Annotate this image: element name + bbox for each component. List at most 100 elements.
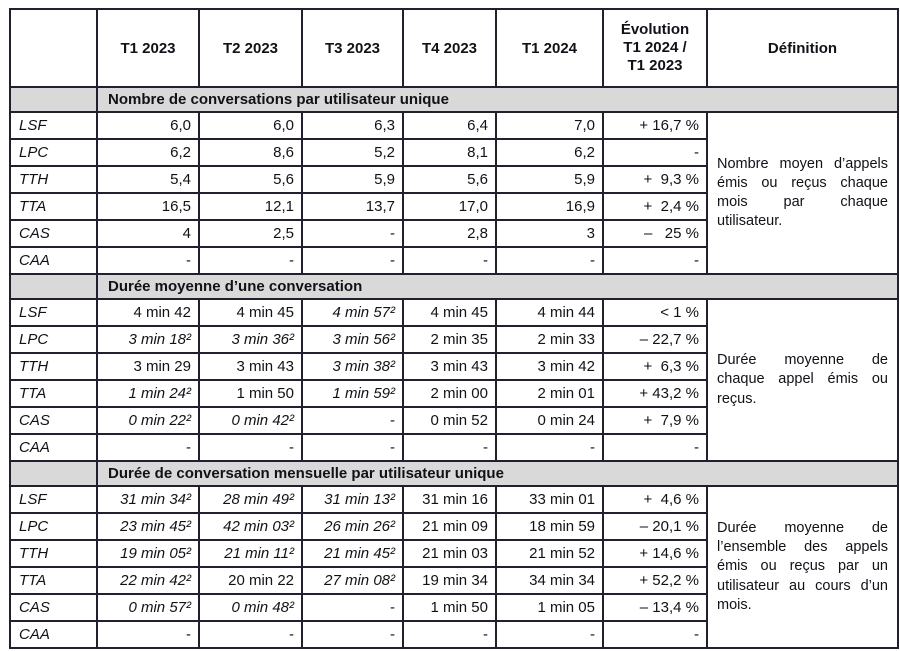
value-cell: - bbox=[198, 620, 303, 649]
value-cell: 5,9 bbox=[301, 165, 404, 194]
table-body: Nombre de conversations par utilisateur … bbox=[9, 86, 899, 649]
value-cell: - bbox=[402, 620, 497, 649]
col-header-evolution: Évolution T1 2024 / T1 2023 bbox=[602, 8, 708, 88]
evolution-cell: + 52,2 % bbox=[602, 566, 708, 595]
header-row: T1 2023 T2 2023 T3 2023 T4 2023 T1 2024 … bbox=[9, 8, 899, 88]
value-cell: 0 min 52 bbox=[402, 406, 497, 435]
value-cell: 3 min 43 bbox=[402, 352, 497, 381]
value-cell: 4 min 45 bbox=[198, 298, 303, 327]
corner-cell bbox=[9, 8, 98, 88]
value-cell: - bbox=[301, 219, 404, 248]
evolution-cell: - bbox=[602, 620, 708, 649]
value-cell: 2 min 00 bbox=[402, 379, 497, 408]
table-row: LSF 6,0 6,0 6,3 6,4 7,0 + 16,7 % Nombre moyen d… bbox=[9, 111, 899, 275]
value-cell: 8,6 bbox=[198, 138, 303, 167]
value-cell: 2 min 01 bbox=[495, 379, 604, 408]
table-row: LPC 3 min 18² 3 min 36² 3 min 56² 2 min 35 2 … bbox=[9, 325, 898, 354]
value-cell: - bbox=[198, 246, 303, 275]
evolution-cell: + 2,4 % bbox=[602, 192, 708, 221]
row-label: TTH bbox=[9, 165, 98, 194]
col-header-t1-2023: T1 2023 bbox=[96, 8, 200, 88]
row-label: LPC bbox=[9, 325, 98, 354]
value-cell: 2 min 33 bbox=[495, 325, 604, 354]
value-cell: 3 min 18² bbox=[96, 325, 200, 354]
table-row: LSF 31 min 34² 28 min 49² 31 min 13² 31 min … bbox=[9, 485, 899, 649]
evolution-cell: < 1 % bbox=[602, 298, 708, 327]
evolution-cell: + 7,9 % bbox=[602, 406, 708, 435]
value-cell: - bbox=[301, 593, 404, 622]
value-cell: 27 min 08² bbox=[301, 566, 404, 595]
value-cell: 4 min 57² bbox=[301, 298, 404, 327]
evolution-cell: + 4,6 % bbox=[602, 485, 708, 514]
value-cell: 2 min 35 bbox=[402, 325, 497, 354]
evolution-cell: - bbox=[602, 433, 708, 462]
row-label: CAS bbox=[9, 219, 98, 248]
row-label: TTA bbox=[9, 566, 98, 595]
table-row: CAS 4 2,5-2,8 3– 25 % bbox=[9, 219, 898, 248]
evolution-cell: + 14,6 % bbox=[602, 539, 708, 568]
value-cell: 16,9 bbox=[495, 192, 604, 221]
row-label: CAA bbox=[9, 620, 98, 649]
value-cell: - bbox=[301, 246, 404, 275]
row-label: TTH bbox=[9, 352, 98, 381]
value-cell: 1 min 05 bbox=[495, 593, 604, 622]
value-cell: - bbox=[96, 433, 200, 462]
value-cell: 6,0 bbox=[198, 111, 303, 140]
value-cell: 31 min 13² bbox=[301, 485, 404, 514]
value-cell: 23 min 45² bbox=[96, 512, 200, 541]
value-cell: 5,2 bbox=[301, 138, 404, 167]
value-cell: 1 min 50 bbox=[402, 593, 497, 622]
row-label: CAS bbox=[9, 406, 98, 435]
row-label: TTA bbox=[9, 192, 98, 221]
table-row: LSF 4 min 42 4 min 45 4 min 57² 4 min 45 4 mi… bbox=[9, 298, 899, 462]
col-header-t2-2023: T2 2023 bbox=[198, 8, 303, 88]
value-cell: - bbox=[495, 246, 604, 275]
section-title: Durée de conversation mensuelle par util… bbox=[96, 460, 899, 487]
evolution-cell: - bbox=[602, 246, 708, 275]
value-cell: 4 min 42 bbox=[96, 298, 200, 327]
section-header-row: Durée de conversation mensuelle par util… bbox=[9, 460, 899, 487]
value-cell: 6,0 bbox=[96, 111, 200, 140]
value-cell: 28 min 49² bbox=[198, 485, 303, 514]
table-row: CAA - - - - - - bbox=[9, 433, 898, 462]
value-cell: 33 min 01 bbox=[495, 485, 604, 514]
value-cell: - bbox=[301, 433, 404, 462]
value-cell: 21 min 52 bbox=[495, 539, 604, 568]
value-cell: 0 min 57² bbox=[96, 593, 200, 622]
table-row: CAA - - - - - - bbox=[9, 246, 898, 275]
row-label: LPC bbox=[9, 512, 98, 541]
row-label: LSF bbox=[9, 111, 98, 140]
value-cell: 6,2 bbox=[495, 138, 604, 167]
evolution-cell: + 43,2 % bbox=[602, 379, 708, 408]
section-header-row: Durée moyenne d’une conversation bbox=[9, 273, 899, 300]
evolution-cell: – 22,7 % bbox=[602, 325, 708, 354]
value-cell: - bbox=[301, 406, 404, 435]
value-cell: 5,6 bbox=[198, 165, 303, 194]
evolution-cell: - bbox=[602, 138, 708, 167]
table-row: LPC 6,2 8,6 5,2 8,1 6,2- bbox=[9, 138, 898, 167]
value-cell: 3 bbox=[495, 219, 604, 248]
evolution-cell: – 20,1 % bbox=[602, 512, 708, 541]
value-cell: 5,6 bbox=[402, 165, 497, 194]
value-cell: 6,2 bbox=[96, 138, 200, 167]
section-header-spacer bbox=[9, 460, 98, 487]
row-label: CAS bbox=[9, 593, 98, 622]
value-cell: - bbox=[495, 620, 604, 649]
evolution-cell: + 6,3 % bbox=[602, 352, 708, 381]
table-row: TTA 16,5 12,1 13,7 17,0 16,9 + 2,4 % bbox=[9, 192, 898, 221]
table-row: CAS 0 min 57² 0 min 48² -1 min 50 1 min 05– … bbox=[9, 593, 898, 622]
value-cell: 3 min 36² bbox=[198, 325, 303, 354]
definition-cell: Durée moyenne de chaque appel émis ou re… bbox=[706, 298, 899, 462]
value-cell: 3 min 56² bbox=[301, 325, 404, 354]
value-cell: 0 min 42² bbox=[198, 406, 303, 435]
table-row: CAS 0 min 22² 0 min 42² -0 min 52 0 min 24 + … bbox=[9, 406, 898, 435]
value-cell: 6,3 bbox=[301, 111, 404, 140]
value-cell: 18 min 59 bbox=[495, 512, 604, 541]
value-cell: 16,5 bbox=[96, 192, 200, 221]
definition-cell: Durée moyenne de l’ensemble des appels é… bbox=[706, 485, 899, 649]
value-cell: 21 min 09 bbox=[402, 512, 497, 541]
value-cell: - bbox=[495, 433, 604, 462]
row-label: CAA bbox=[9, 433, 98, 462]
value-cell: 21 min 11² bbox=[198, 539, 303, 568]
value-cell: 4 min 45 bbox=[402, 298, 497, 327]
